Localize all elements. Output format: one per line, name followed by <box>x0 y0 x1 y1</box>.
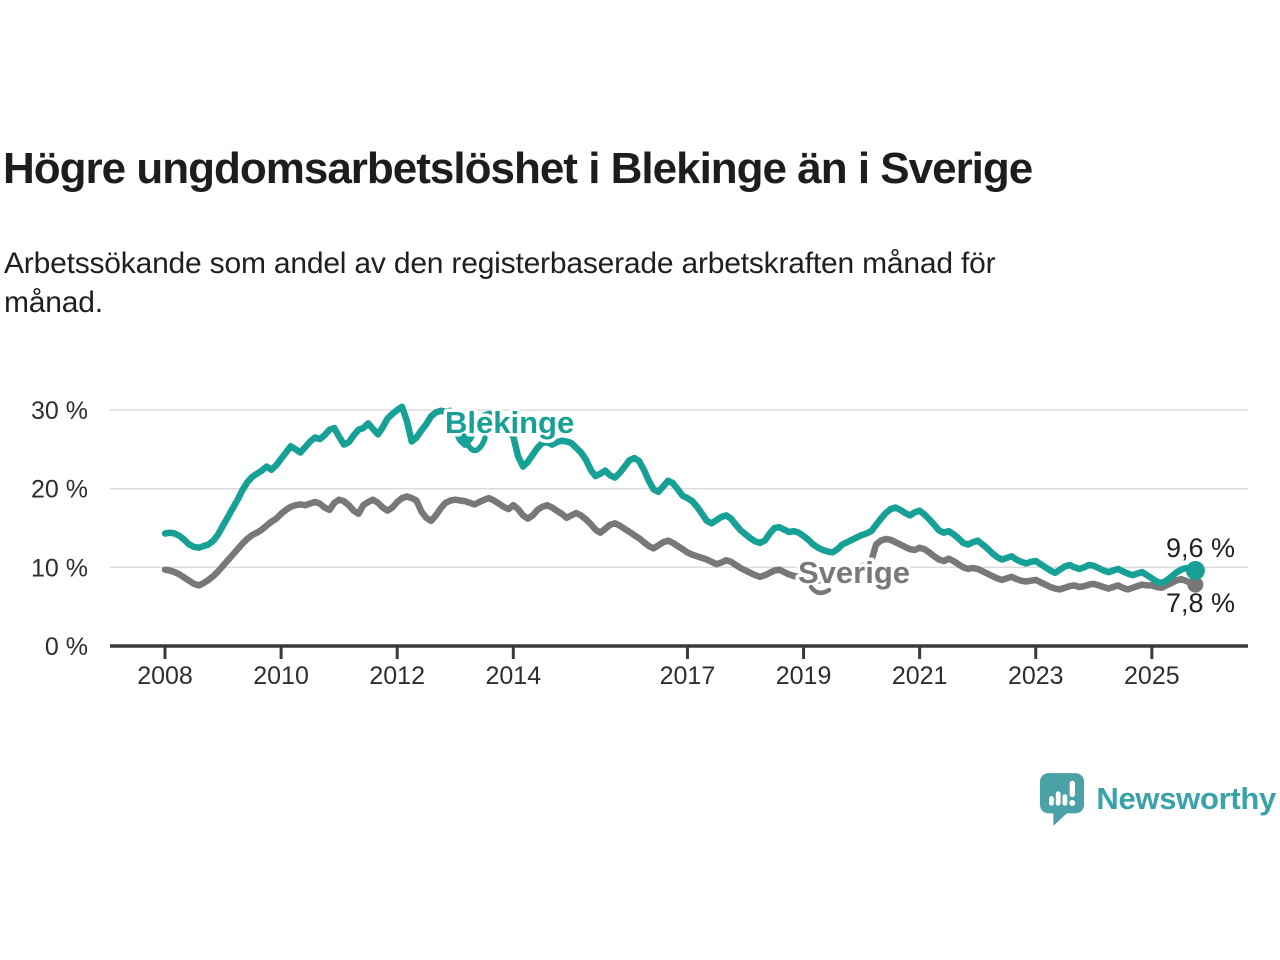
x-axis-tick-label: 2010 <box>253 662 309 690</box>
y-axis-tick-label: 20 % <box>31 476 88 504</box>
x-axis-tick-label: 2008 <box>137 662 193 690</box>
end-value-label-sverige: 7,8 % <box>1166 588 1235 618</box>
y-axis-tick-label: 0 % <box>45 633 88 661</box>
x-axis-tick-label: 2023 <box>1008 662 1064 690</box>
series-endpoint-dot-sverige <box>1187 576 1204 593</box>
x-axis-tick-label: 2025 <box>1124 662 1180 690</box>
sverige-label-arrow <box>808 584 832 596</box>
series-line-blekinge <box>161 403 1199 587</box>
x-axis-tick-label: 2021 <box>892 662 948 690</box>
x-axis-tick-label: 2014 <box>485 662 541 690</box>
x-axis-tick-label: 2019 <box>776 662 832 690</box>
chart-title: Högre ungdomsarbetslöshet i Blekinge än … <box>3 144 1033 193</box>
newsworthy-brand-text: Newsworthy <box>1096 781 1276 816</box>
end-value-label-blekinge: 9,6 % <box>1166 533 1235 563</box>
series-name-label-sverige: Sverige <box>798 555 910 590</box>
x-axis-tick-label: 2017 <box>660 662 716 690</box>
y-axis-tick-label: 10 % <box>31 554 88 582</box>
y-axis-tick-label: 30 % <box>31 397 88 425</box>
chart-subtitle: Arbetssökande som andel av den registerb… <box>4 247 996 319</box>
series-endpoint-dot-blekinge <box>1185 560 1205 580</box>
newsworthy-logo-icon <box>1040 773 1085 826</box>
x-axis-tick-label: 2012 <box>369 662 425 690</box>
blekinge-label-arrow <box>461 433 488 454</box>
brand-footer: Newsworthy <box>1038 771 1276 827</box>
series-line-sverige <box>161 493 1199 593</box>
